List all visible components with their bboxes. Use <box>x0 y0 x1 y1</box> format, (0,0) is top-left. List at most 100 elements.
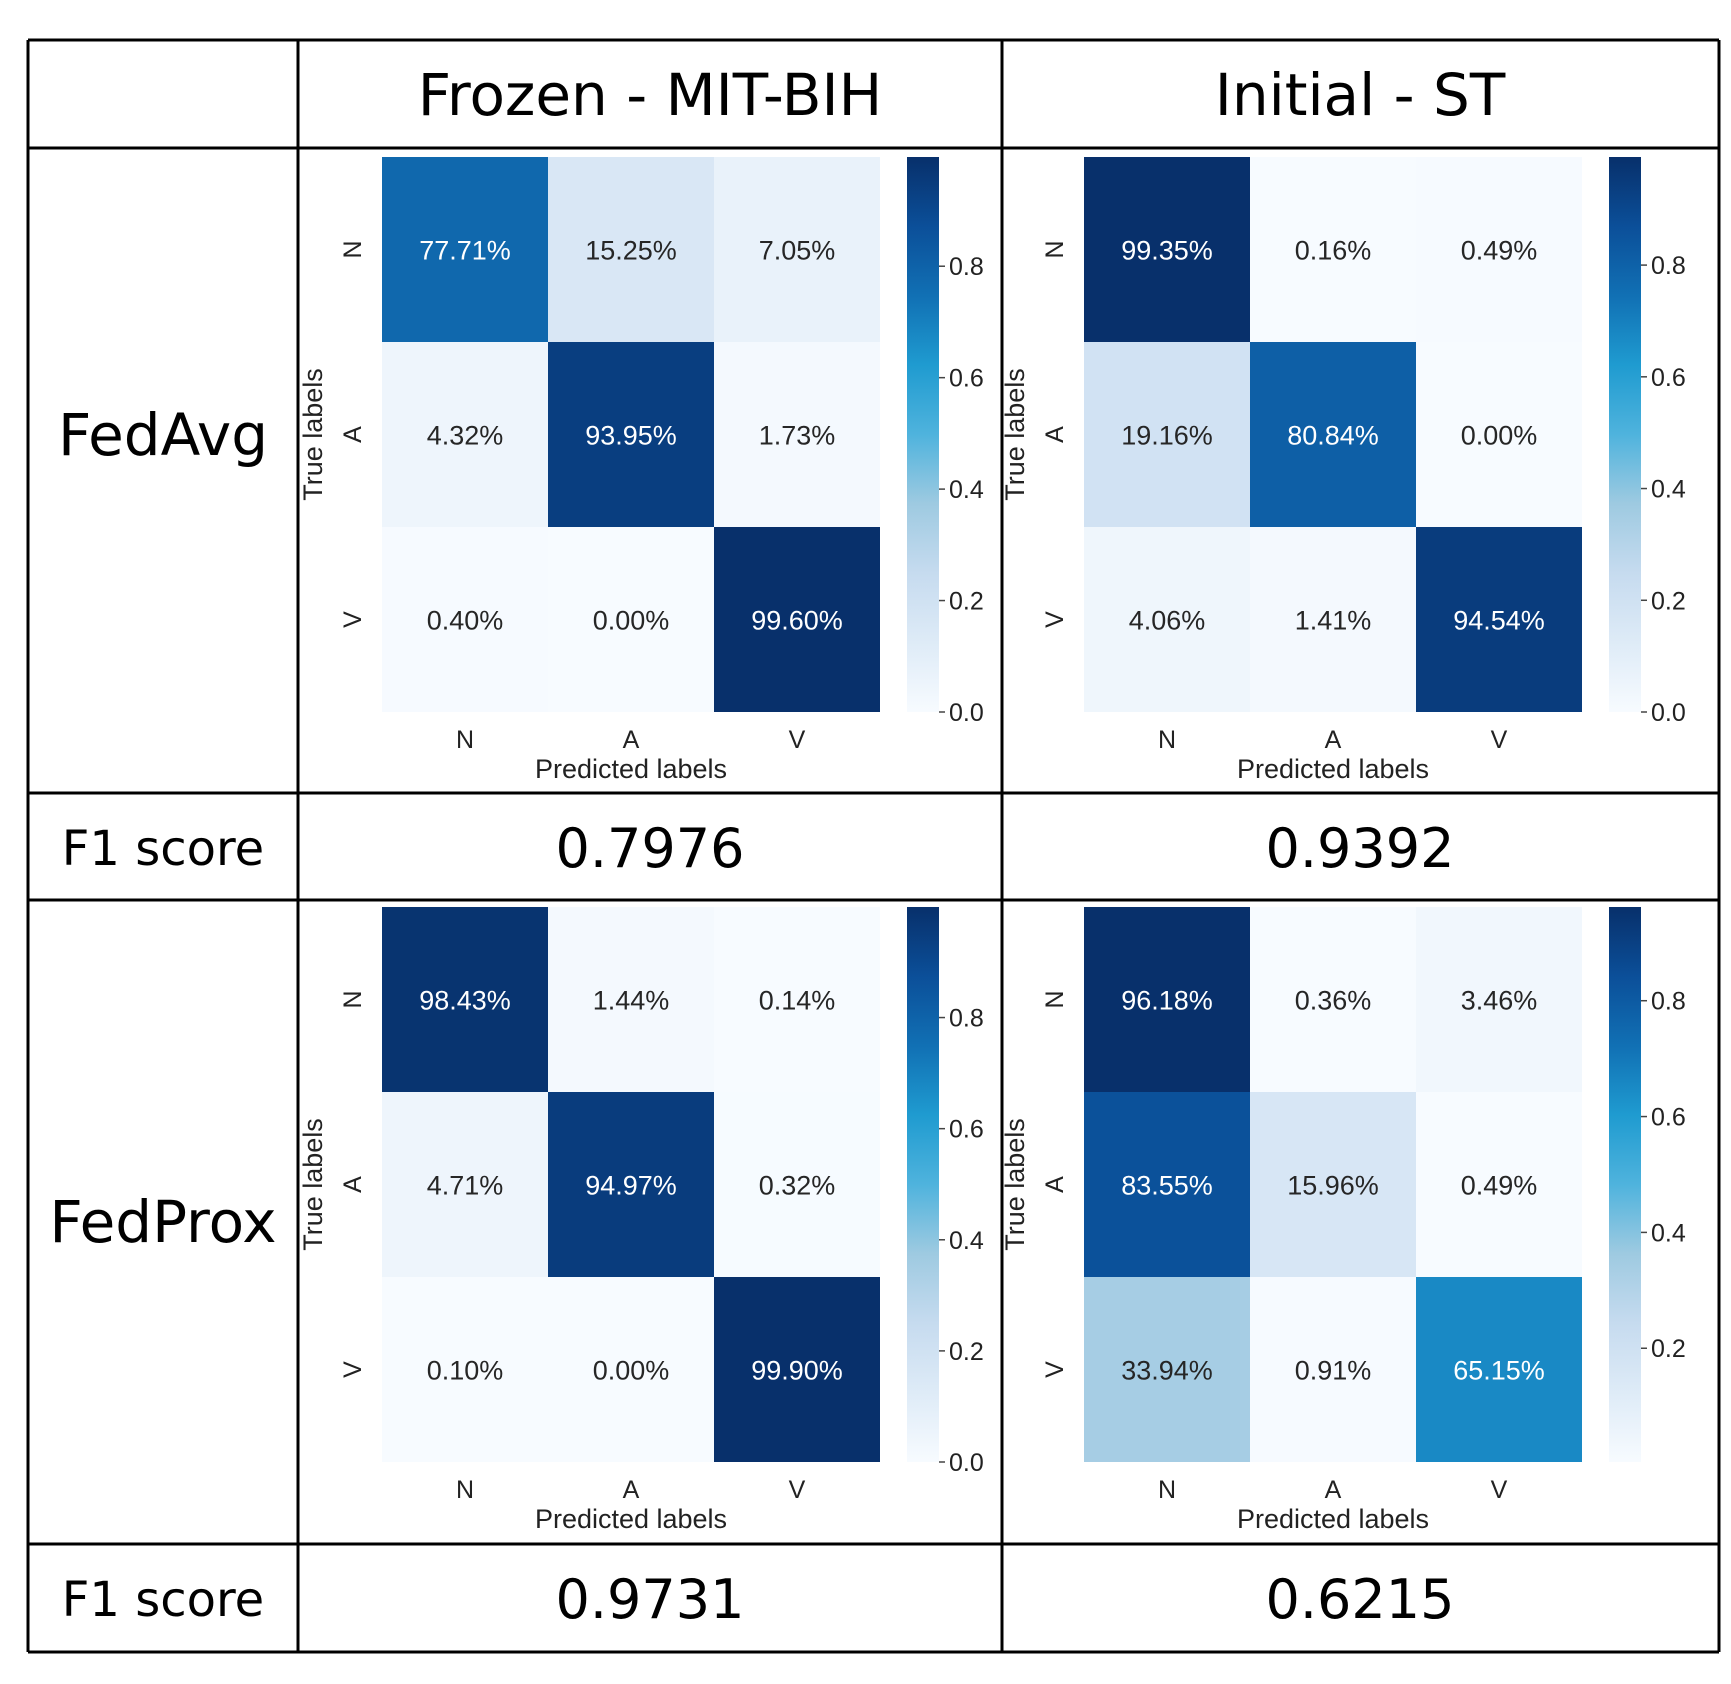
heatmap-cell <box>1084 907 1250 1092</box>
y-tick-label: A <box>339 1176 367 1193</box>
cell-value-label: 0.00% <box>593 606 670 636</box>
row-label-fedavg: FedAvg <box>58 401 268 469</box>
colorbar-tick-label: 0.8 <box>1651 988 1686 1016</box>
cell-value-label: 65.15% <box>1453 1356 1545 1386</box>
x-axis-label: Predicted labels <box>1237 1504 1429 1534</box>
y-axis-label: True labels <box>298 368 328 501</box>
heatmap-cell <box>1416 342 1582 527</box>
heatmap-fedavg-initial: 99.35% 0.16% 0.49% 19.16% 80.84% 0.00% 4.06% 1.… <box>1000 157 1686 784</box>
f1-score-fedavg-initial: 0.9392 <box>1266 817 1455 880</box>
heatmap-cell <box>1250 1277 1416 1462</box>
x-tick-label: V <box>1491 726 1508 754</box>
row-label-fedprox: FedProx <box>49 1188 276 1256</box>
cell-value-label: 0.40% <box>427 606 504 636</box>
cell-value-label: 0.49% <box>1461 1171 1538 1201</box>
colorbar-tick-label: 0.4 <box>949 1227 984 1255</box>
heatmap-cell <box>714 907 880 1092</box>
y-tick-label: V <box>1041 611 1069 628</box>
cell-value-label: 77.71% <box>419 236 511 266</box>
col-header-initial: Initial - ST <box>1215 61 1506 129</box>
cell-value-label: 4.06% <box>1129 606 1206 636</box>
heatmap-cell <box>1416 527 1582 712</box>
heatmap-fedprox-initial: 96.18% 0.36% 3.46% 83.55% 15.96% 0.49% 33.94% 0… <box>1000 907 1686 1534</box>
heatmap-cell <box>1250 907 1416 1092</box>
heatmap-cell <box>382 342 548 527</box>
cell-value-label: 83.55% <box>1121 1171 1213 1201</box>
colorbar-tick-label: 0.6 <box>949 365 984 393</box>
f1-score-fedprox-frozen: 0.9731 <box>556 1568 745 1631</box>
heatmap-cell <box>1416 1092 1582 1277</box>
colorbar-tick-label: 0.2 <box>949 1338 984 1366</box>
heatmap-cell <box>1084 157 1250 342</box>
cell-value-label: 80.84% <box>1287 421 1379 451</box>
x-tick-label: N <box>456 1476 474 1504</box>
colorbar-tick-label: 0.2 <box>1651 587 1686 615</box>
cell-value-label: 93.95% <box>585 421 677 451</box>
cell-value-label: 0.36% <box>1295 986 1372 1016</box>
colorbar-tick-label: 0.0 <box>1651 699 1686 727</box>
colorbar <box>1609 907 1641 1462</box>
cell-value-label: 0.49% <box>1461 236 1538 266</box>
cell-value-label: 4.71% <box>427 1171 504 1201</box>
colorbar-tick-label: 0.0 <box>949 699 984 727</box>
x-axis-label: Predicted labels <box>535 1504 727 1534</box>
cell-value-label: 0.10% <box>427 1356 504 1386</box>
table-gridlines <box>26 38 1721 1654</box>
x-tick-label: A <box>1325 1476 1342 1504</box>
cell-value-label: 0.91% <box>1295 1356 1372 1386</box>
heatmap-cell <box>382 527 548 712</box>
heatmap-cell <box>714 342 880 527</box>
heatmap-cell <box>1084 1092 1250 1277</box>
heatmap-cell <box>548 342 714 527</box>
y-axis-label: True labels <box>1000 1118 1030 1251</box>
x-tick-label: V <box>1491 1476 1508 1504</box>
heatmap-cell <box>714 1277 880 1462</box>
colorbar-tick-label: 0.8 <box>949 1005 984 1033</box>
cell-value-label: 98.43% <box>419 986 511 1016</box>
f1-score-fedprox-initial: 0.6215 <box>1266 1568 1455 1631</box>
cell-value-label: 96.18% <box>1121 986 1213 1016</box>
y-tick-label: V <box>1041 1361 1069 1378</box>
colorbar-tick-label: 0.2 <box>1651 1335 1686 1363</box>
cell-value-label: 99.90% <box>751 1356 843 1386</box>
y-axis-label: True labels <box>298 1118 328 1251</box>
f1-score-fedavg-frozen: 0.7976 <box>556 817 745 880</box>
cell-value-label: 15.96% <box>1287 1171 1379 1201</box>
heatmap-cell <box>382 1277 548 1462</box>
colorbar-tick-label: 0.4 <box>1651 1219 1686 1247</box>
heatmap-cell <box>714 157 880 342</box>
heatmap-cell <box>1416 1277 1582 1462</box>
heatmap-cell <box>382 157 548 342</box>
colorbar-tick-label: 0.8 <box>1651 252 1686 280</box>
cell-value-label: 4.32% <box>427 421 504 451</box>
heatmap-fedavg-frozen: 77.71% 15.25% 7.05% 4.32% 93.95% 1.73% 0.40% 0.… <box>298 157 984 784</box>
colorbar-tick-label: 0.6 <box>1651 364 1686 392</box>
cell-value-label: 0.14% <box>759 986 836 1016</box>
colorbar-tick-label: 0.6 <box>949 1116 984 1144</box>
colorbar-tick-label: 0.4 <box>1651 476 1686 504</box>
cell-value-label: 7.05% <box>759 236 836 266</box>
heatmap-cell <box>1250 527 1416 712</box>
heatmap-cell <box>1084 1277 1250 1462</box>
heatmap-cell <box>382 1092 548 1277</box>
y-tick-label: A <box>1041 1176 1069 1193</box>
heatmap-cell <box>1250 157 1416 342</box>
heatmap-cell <box>1416 907 1582 1092</box>
cell-value-label: 99.60% <box>751 606 843 636</box>
cell-value-label: 99.35% <box>1121 236 1213 266</box>
heatmap-cell <box>382 907 548 1092</box>
y-tick-label: V <box>339 611 367 628</box>
f1-label-row1: F1 score <box>62 821 264 877</box>
heatmap-cell <box>1250 342 1416 527</box>
x-tick-label: N <box>1158 1476 1176 1504</box>
y-tick-label: N <box>1041 240 1069 258</box>
cell-value-label: 3.46% <box>1461 986 1538 1016</box>
cell-value-label: 0.00% <box>593 1356 670 1386</box>
heatmap-cell <box>1250 1092 1416 1277</box>
y-tick-label: N <box>1041 990 1069 1008</box>
x-axis-label: Predicted labels <box>535 754 727 784</box>
col-header-frozen: Frozen - MIT-BIH <box>418 61 883 129</box>
x-axis-label: Predicted labels <box>1237 754 1429 784</box>
heatmap-cell <box>1416 157 1582 342</box>
